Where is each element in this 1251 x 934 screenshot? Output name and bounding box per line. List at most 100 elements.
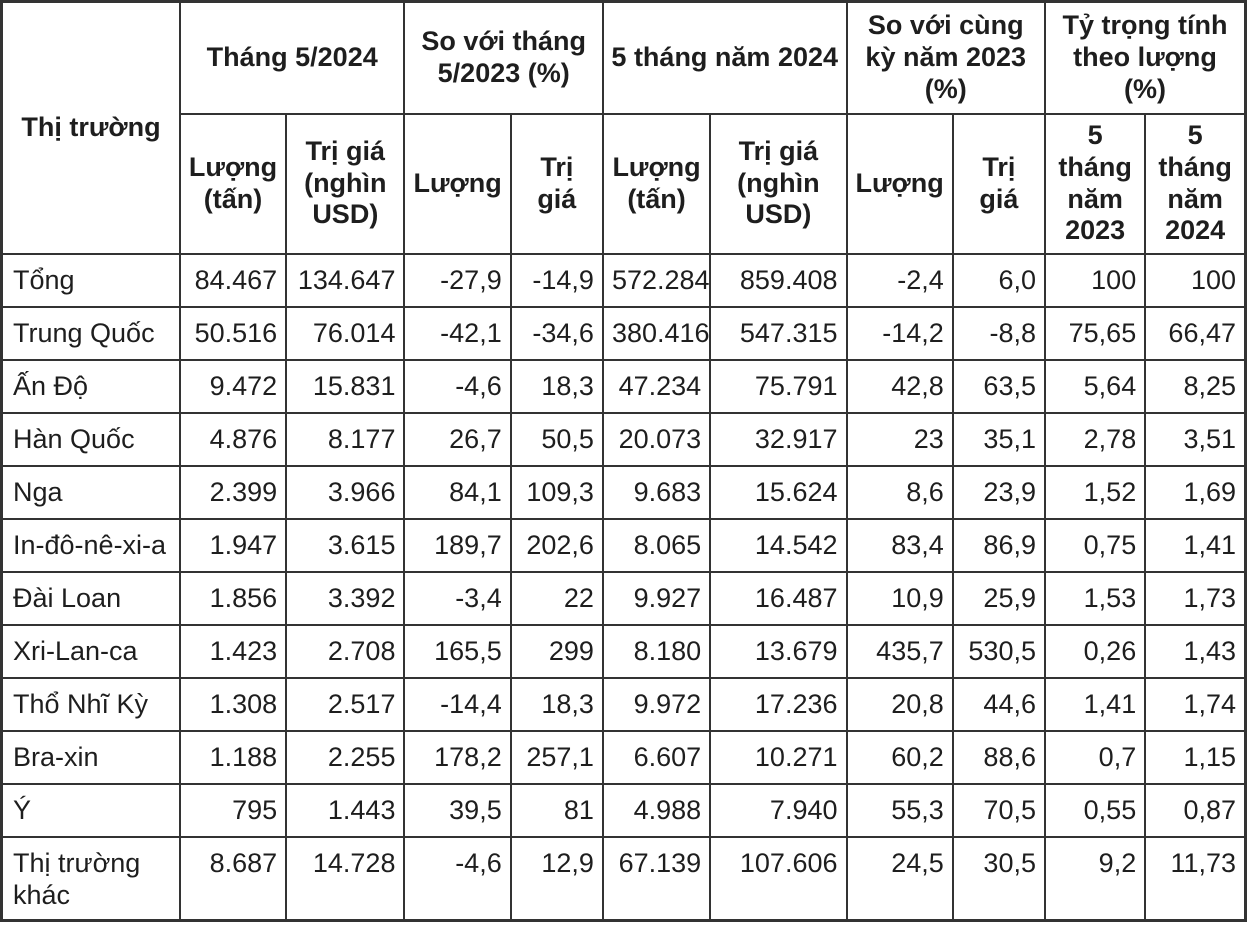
value-cell: 12,9 — [509, 835, 604, 922]
value-cell: 42,8 — [845, 358, 954, 414]
value-cell: 3.966 — [285, 464, 406, 520]
value-cell: 75,65 — [1043, 305, 1147, 361]
value-cell: 10,9 — [845, 570, 954, 626]
value-cell: -3,4 — [403, 570, 512, 626]
value-cell: 2.255 — [285, 729, 406, 785]
value-cell: 20.073 — [601, 411, 712, 467]
value-cell: 60,2 — [845, 729, 954, 785]
value-cell: 165,5 — [403, 623, 512, 679]
value-cell: 67.139 — [601, 835, 712, 922]
value-cell: -27,9 — [403, 252, 512, 308]
value-cell: 86,9 — [951, 517, 1046, 573]
value-cell: 15.624 — [709, 464, 848, 520]
market-cell: Thị trường khác — [0, 835, 181, 922]
value-cell: 84.467 — [178, 252, 288, 308]
table-row: Trung Quốc 50.516 76.014 -42,1 -34,6 380.416 5… — [0, 305, 1247, 361]
market-cell: Ấn Độ — [0, 358, 181, 414]
value-cell: 10.271 — [709, 729, 848, 785]
value-cell: 0,26 — [1043, 623, 1147, 679]
value-cell: 0,87 — [1144, 782, 1247, 838]
value-cell: 1.308 — [178, 676, 288, 732]
value-cell: 0,75 — [1043, 517, 1147, 573]
value-cell: 8.177 — [285, 411, 406, 467]
value-cell: 47.234 — [601, 358, 712, 414]
value-cell: 107.606 — [709, 835, 848, 922]
value-cell: 3.615 — [285, 517, 406, 573]
value-cell: 380.416 — [601, 305, 712, 361]
value-cell: 30,5 — [951, 835, 1046, 922]
value-cell: 1,69 — [1144, 464, 1247, 520]
sub-header-volume-tons: Lượng (tấn) — [601, 112, 712, 255]
value-cell: 81 — [509, 782, 604, 838]
value-cell: 39,5 — [403, 782, 512, 838]
group-header-vs-month-5-2023: So với tháng 5/2023 (%) — [403, 0, 604, 115]
value-cell: 22 — [509, 570, 604, 626]
value-cell: 9,2 — [1043, 835, 1147, 922]
value-cell: 1,53 — [1043, 570, 1147, 626]
value-cell: 11,73 — [1144, 835, 1247, 922]
value-cell: 0,55 — [1043, 782, 1147, 838]
table-row: Tổng 84.467 134.647 -27,9 -14,9 572.284 859.40… — [0, 252, 1247, 308]
market-cell: Tổng — [0, 252, 181, 308]
value-cell: 26,7 — [403, 411, 512, 467]
value-cell: 75.791 — [709, 358, 848, 414]
table-row: Nga 2.399 3.966 84,1 109,3 9.683 15.624 8,6 23,9… — [0, 464, 1247, 520]
value-cell: 299 — [509, 623, 604, 679]
value-cell: -4,6 — [403, 358, 512, 414]
value-cell: 8.687 — [178, 835, 288, 922]
header-sub-row: Lượng (tấn) Trị giá (nghìn USD) Lượng Tr… — [2, 112, 1247, 255]
value-cell: 9.927 — [601, 570, 712, 626]
table-row: Thổ Nhĩ Kỳ 1.308 2.517 -14,4 18,3 9.972 17.236… — [0, 676, 1247, 732]
value-cell: -14,4 — [403, 676, 512, 732]
table-row: Bra-xin 1.188 2.255 178,2 257,1 6.607 10.271 60… — [0, 729, 1247, 785]
value-cell: 13.679 — [709, 623, 848, 679]
value-cell: 2.708 — [285, 623, 406, 679]
table-row: Ý 795 1.443 39,5 81 4.988 7.940 55,3 70,5 0,55 0,8… — [0, 782, 1247, 838]
sub-header-volume-tons: Lượng (tấn) — [178, 112, 288, 255]
value-cell: 35,1 — [951, 411, 1046, 467]
value-cell: 18,3 — [509, 676, 604, 732]
value-cell: 70,5 — [951, 782, 1046, 838]
sub-header-volume: Lượng — [845, 112, 954, 255]
value-cell: 66,47 — [1144, 305, 1247, 361]
group-header-5-months-2024: 5 tháng năm 2024 — [601, 0, 848, 115]
value-cell: -34,6 — [509, 305, 604, 361]
value-cell: 44,6 — [951, 676, 1046, 732]
value-cell: 178,2 — [403, 729, 512, 785]
table-row: Đài Loan 1.856 3.392 -3,4 22 9.927 16.487 10,9 2… — [0, 570, 1247, 626]
value-cell: 15.831 — [285, 358, 406, 414]
value-cell: 1,15 — [1144, 729, 1247, 785]
value-cell: 25,9 — [951, 570, 1046, 626]
value-cell: 8.180 — [601, 623, 712, 679]
sub-header-5-months-2023: 5 tháng năm 2023 — [1043, 112, 1147, 255]
market-cell: Trung Quốc — [0, 305, 181, 361]
value-cell: 32.917 — [709, 411, 848, 467]
value-cell: 50,5 — [509, 411, 604, 467]
value-cell: 1.423 — [178, 623, 288, 679]
table-row: In-đô-nê-xi-a 1.947 3.615 189,7 202,6 8.065 14… — [0, 517, 1247, 573]
value-cell: -4,6 — [403, 835, 512, 922]
value-cell: 14.542 — [709, 517, 848, 573]
value-cell: -42,1 — [403, 305, 512, 361]
value-cell: 76.014 — [285, 305, 406, 361]
market-cell: Bra-xin — [0, 729, 181, 785]
table-row: Hàn Quốc 4.876 8.177 26,7 50,5 20.073 32.917 23… — [0, 411, 1247, 467]
table-row: Thị trường khác 8.687 14.728 -4,6 12,9 67.139… — [0, 835, 1247, 922]
value-cell: 16.487 — [709, 570, 848, 626]
value-cell: 257,1 — [509, 729, 604, 785]
value-cell: 2.399 — [178, 464, 288, 520]
value-cell: -14,9 — [509, 252, 604, 308]
value-cell: 100 — [1043, 252, 1147, 308]
value-cell: 1,73 — [1144, 570, 1247, 626]
market-cell: Hàn Quốc — [0, 411, 181, 467]
value-cell: 1.947 — [178, 517, 288, 573]
value-cell: -14,2 — [845, 305, 954, 361]
value-cell: 14.728 — [285, 835, 406, 922]
value-cell: 1.188 — [178, 729, 288, 785]
value-cell: 1.856 — [178, 570, 288, 626]
value-cell: 17.236 — [709, 676, 848, 732]
value-cell: 2.517 — [285, 676, 406, 732]
value-cell: 4.876 — [178, 411, 288, 467]
table-body: Tổng 84.467 134.647 -27,9 -14,9 572.284 859.40… — [0, 252, 1247, 922]
